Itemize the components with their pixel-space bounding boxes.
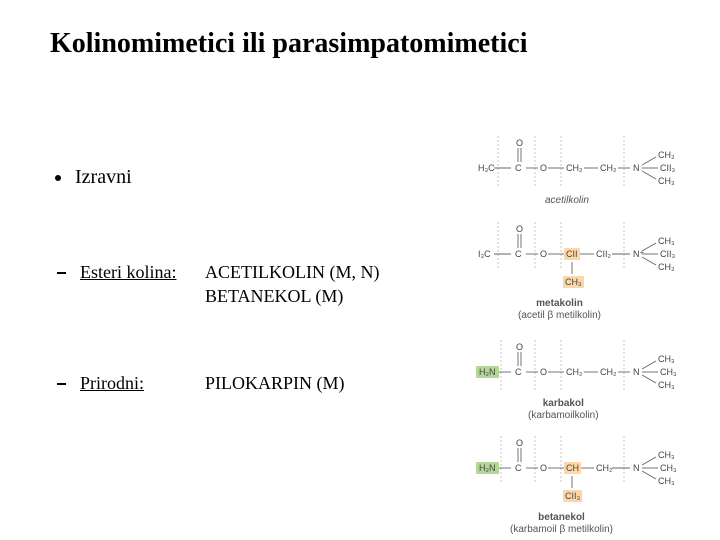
atom: O <box>516 438 523 448</box>
atom: N <box>633 163 640 173</box>
bullet-dash-icon <box>57 383 66 385</box>
atom: CH₃ <box>658 476 675 486</box>
atom: H₃C <box>478 163 495 173</box>
chem-label-1: acetilkolin <box>545 195 589 207</box>
row-esteri: Esteri kolina: <box>57 262 176 283</box>
atom: CH₃ <box>658 236 675 246</box>
page-title: Kolinomimetici ili parasimpatomimetici <box>50 28 527 60</box>
chem-betanekol: H₂N C O O CH CH₂ CII₃ N CH₃ CH₃ CH₃ <box>478 436 688 508</box>
bullet-izravni-label: Izravni <box>75 166 132 189</box>
atom: CH₂ <box>566 367 583 377</box>
chem-label-4a: betanekol <box>510 512 613 524</box>
atom: O <box>516 138 523 148</box>
atom: CH₃ <box>658 450 675 460</box>
atom-hl: H₂N <box>476 366 499 378</box>
cat-esteri-label: Esteri kolina: <box>80 262 176 283</box>
atom: CH₃ <box>658 176 675 186</box>
drug-acetilkolin: ACETILKOLIN (M, N) <box>205 260 379 284</box>
row-prirodni: Prirodni: <box>57 373 144 394</box>
atom-hl: CII <box>564 248 580 260</box>
chem-metakolin: I₃C C O O CII CII₂ CH₃ N⁺ CH₃ CII₃ CH₃ <box>478 222 688 294</box>
atom: CH₃ <box>658 380 675 390</box>
chem-label-2a: metakolin <box>518 298 601 310</box>
drug-betanekol: BETANEKOL (M) <box>205 284 379 308</box>
atom: CII₃ <box>660 249 675 259</box>
atom-hl: CII₃ <box>563 490 582 502</box>
atom: O <box>540 367 547 377</box>
atom: O <box>540 463 547 473</box>
atom: CH₂ <box>600 163 617 173</box>
drug-pilokarpin: PILOKARPIN (M) <box>205 371 345 395</box>
atom: O <box>540 163 547 173</box>
atom: C <box>515 249 522 259</box>
atom: CH₂ <box>600 367 617 377</box>
chem-label-4: betanekol (karbamoil β metilkolin) <box>510 512 613 535</box>
bullet-dash-icon <box>57 272 66 274</box>
atom-hl: H₂N <box>476 462 499 474</box>
chem-label-3b: (karbamoilkolin) <box>528 410 599 422</box>
atom: CH₂ <box>596 463 613 473</box>
atom: I₃C <box>478 249 491 259</box>
bullet-dot-icon <box>55 175 61 181</box>
chem-karbakol: H₂N C O O CH₂ CH₂ N CH₃ CH₃ CH₃ <box>478 340 688 400</box>
atom: CII₂ <box>596 249 611 259</box>
atom: C <box>515 367 522 377</box>
chem-label-4b: (karbamoil β metilkolin) <box>510 524 613 536</box>
chem-label-3a: karbakol <box>528 398 599 410</box>
atom: CH₃ <box>658 354 675 364</box>
atom-hl: CH₃ <box>563 276 584 288</box>
drug-list-prirodni: PILOKARPIN (M) <box>205 371 345 395</box>
atom: CH₂ <box>566 163 583 173</box>
atom: CII₃ <box>660 163 675 173</box>
cat-prirodni-label: Prirodni: <box>80 373 144 394</box>
atom: N <box>633 463 640 473</box>
chem-label-2b: (acetil β metilkolin) <box>518 310 601 322</box>
atom: CH₃ <box>660 367 677 377</box>
atom: C <box>515 463 522 473</box>
atom: N⁺ <box>633 249 644 260</box>
drug-list-esteri: ACETILKOLIN (M, N) BETANEKOL (M) <box>205 260 379 309</box>
atom: CH₃ <box>660 463 677 473</box>
atom: C <box>515 163 522 173</box>
atom: CH₃ <box>658 262 675 272</box>
bullet-izravni: Izravni <box>55 166 132 189</box>
atom: O <box>516 342 523 352</box>
atom-hl: CH <box>564 462 581 474</box>
atom: O <box>516 224 523 234</box>
atom: N <box>633 367 640 377</box>
chem-acetilkolin: H₃C C O O CH₂ CH₂ N CH₃ CII₃ CH₃ <box>478 136 688 196</box>
chem-label-2: metakolin (acetil β metilkolin) <box>518 298 601 321</box>
chem-label-3: karbakol (karbamoilkolin) <box>528 398 599 421</box>
atom: CH₃ <box>658 150 675 160</box>
atom: O <box>540 249 547 259</box>
